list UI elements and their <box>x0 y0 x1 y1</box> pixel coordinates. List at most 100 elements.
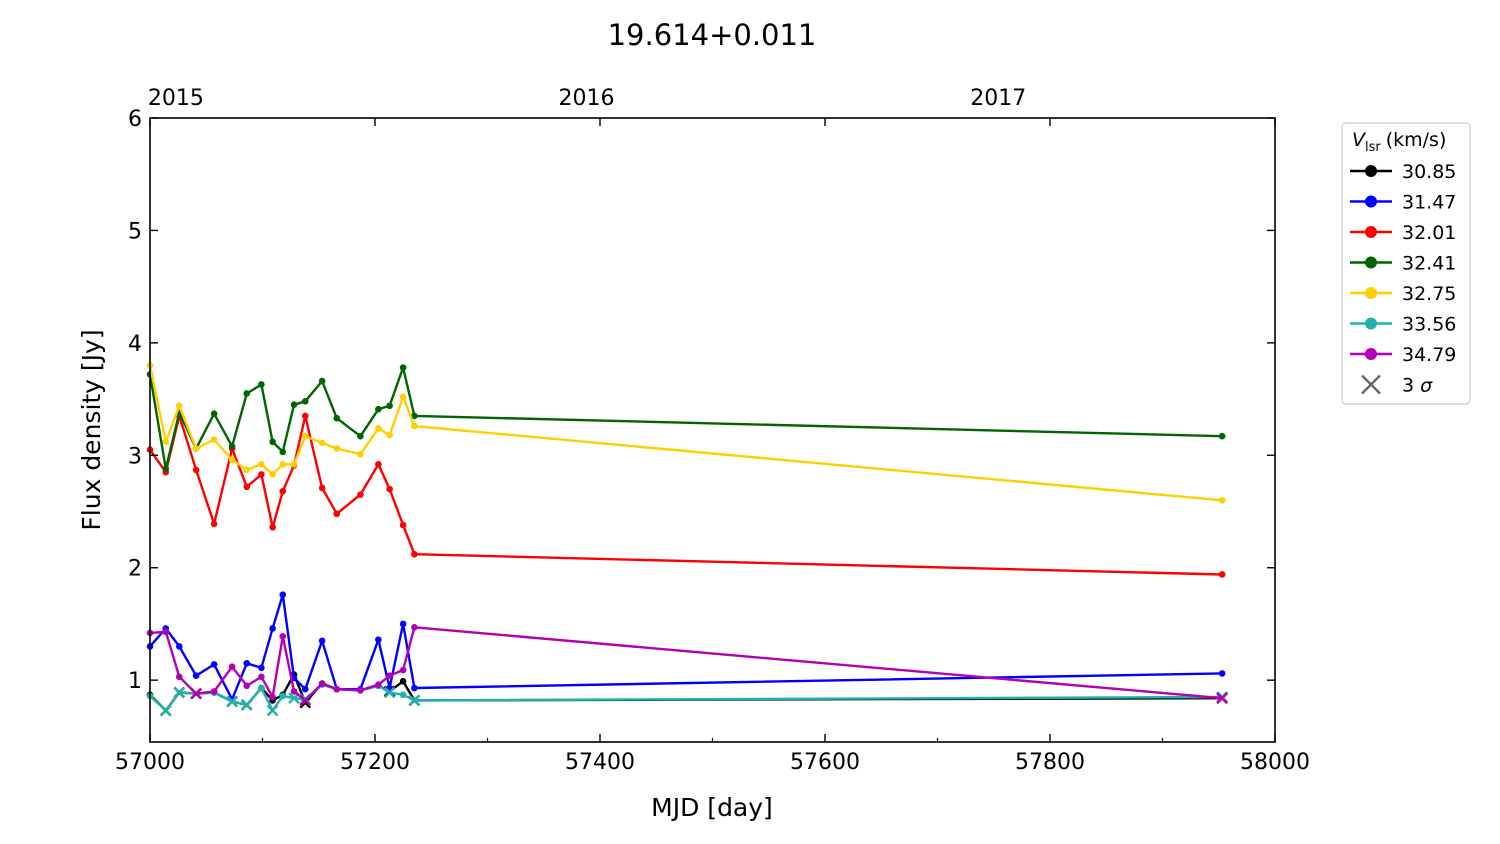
year-label-2017: 2017 <box>970 86 1026 111</box>
legend-entry-32.75: 32.75 <box>1350 283 1456 305</box>
point-32.41-1 <box>162 465 170 473</box>
point-34.79-7 <box>258 673 265 681</box>
series-line-30.85 <box>149 673 1223 712</box>
point-34.79-1 <box>162 628 170 636</box>
legend-entry-34.79: 34.79 <box>1350 344 1456 366</box>
legend-label-32.41: 32.41 <box>1402 253 1456 275</box>
point-32.41-5 <box>228 443 236 450</box>
point-33.56-2 <box>173 686 186 699</box>
point-33.56-1 <box>159 704 172 717</box>
point-32.01-13 <box>333 510 341 518</box>
series-34.79 <box>146 624 1228 707</box>
point-32.01-14 <box>357 491 364 498</box>
point-31.47-15 <box>375 636 382 643</box>
point-31.47-9 <box>279 591 287 599</box>
point-33.56-6 <box>240 699 253 711</box>
series-32.41 <box>146 364 1226 473</box>
top-year-axis: 2015 2016 2017 <box>148 86 1026 111</box>
point-33.56-8 <box>266 704 279 717</box>
series-line-31.47 <box>149 593 1223 701</box>
point-32.41-4 <box>210 410 218 417</box>
legend-marker-sigma <box>1361 374 1381 395</box>
point-32.75-14 <box>357 450 364 458</box>
legend-frame <box>1341 122 1471 405</box>
series-line-32.01 <box>149 414 1223 576</box>
point-32.75-6 <box>243 466 251 474</box>
point-32.75-10 <box>290 460 298 468</box>
point-31.47-17 <box>399 620 407 628</box>
series-32.75 <box>146 362 1226 504</box>
legend-entry-32.01: 32.01 <box>1350 222 1456 244</box>
point-32.01-9 <box>279 487 287 495</box>
point-34.79-17 <box>399 666 407 674</box>
point-34.79-10 <box>290 688 298 695</box>
point-32.41-17 <box>399 364 407 371</box>
point-32.75-17 <box>399 393 407 401</box>
legend-title-unit: (km/s) <box>1386 129 1447 151</box>
point-33.56-9 <box>279 692 287 700</box>
point-34.79-8 <box>269 693 276 701</box>
point-32.41-8 <box>269 438 276 446</box>
point-32.75-3 <box>192 445 200 452</box>
point-30.85-17 <box>399 677 407 685</box>
point-32.41-7 <box>258 381 265 388</box>
point-32.41-18 <box>411 412 418 420</box>
point-32.01-8 <box>269 523 276 531</box>
x-axis-label: MJD [day] <box>651 793 773 822</box>
point-32.01-4 <box>210 520 218 528</box>
y-tick-label-2: 2 <box>128 557 142 582</box>
point-32.75-19 <box>1218 496 1226 504</box>
legend-label-34.79: 34.79 <box>1402 344 1456 366</box>
point-31.47-12 <box>318 637 326 645</box>
point-34.79-12 <box>318 680 326 687</box>
point-32.41-14 <box>357 432 364 440</box>
point-34.79-14 <box>357 686 364 694</box>
point-32.75-8 <box>269 471 276 478</box>
point-32.41-15 <box>375 405 382 413</box>
legend-marker-34.79 <box>1365 348 1377 360</box>
y-tick-label-4: 4 <box>128 332 142 357</box>
point-32.75-15 <box>375 425 382 432</box>
x-axis: 57000 57200 57400 57600 57800 58000 <box>115 118 1310 775</box>
point-32.75-7 <box>258 460 265 468</box>
legend-marker-31.47 <box>1365 195 1377 208</box>
legend-entry-sigma: 3 σ <box>1361 374 1433 397</box>
point-32.41-12 <box>318 377 326 385</box>
point-31.47-2 <box>175 643 183 650</box>
point-34.79-2 <box>175 673 183 681</box>
x-tick-label-57600: 57600 <box>790 750 860 775</box>
point-32.01-19 <box>1218 571 1226 578</box>
point-32.75-2 <box>175 402 183 410</box>
series-line-34.79 <box>149 626 1223 702</box>
point-34.79-9 <box>279 633 287 640</box>
point-34.79-5 <box>228 663 236 670</box>
point-32.41-16 <box>386 402 393 410</box>
point-32.01-3 <box>192 466 200 474</box>
point-32.01-11 <box>301 412 309 420</box>
y-axis: 1 2 3 4 5 6 <box>128 107 1275 694</box>
point-32.41-13 <box>333 414 341 422</box>
x-tick-label-57800: 57800 <box>1015 750 1085 775</box>
legend-label-sigma: 3 σ <box>1402 375 1433 397</box>
point-32.75-12 <box>318 439 326 447</box>
y-tick-label-1: 1 <box>128 669 142 694</box>
chart-title: 19.614+0.011 <box>608 18 817 52</box>
legend-marker-32.75 <box>1365 287 1377 299</box>
point-34.79-4 <box>210 688 218 695</box>
point-32.75-13 <box>333 445 341 452</box>
legend-label-32.01: 32.01 <box>1402 222 1456 244</box>
y-tick-label-5: 5 <box>128 219 142 244</box>
x-tick-label-57400: 57400 <box>565 750 635 775</box>
x-tick-label-58000: 58000 <box>1240 750 1310 775</box>
point-33.56-7 <box>258 684 265 692</box>
legend-entry-33.56: 33.56 <box>1350 314 1456 336</box>
x-tick-label-57200: 57200 <box>340 750 410 775</box>
point-34.79-3 <box>190 687 202 700</box>
point-32.41-9 <box>279 448 287 456</box>
point-31.47-19 <box>1218 670 1226 677</box>
point-34.79-15 <box>375 681 382 688</box>
legend-label-33.56: 33.56 <box>1402 314 1456 336</box>
legend-sigma-number: 3 <box>1402 375 1420 397</box>
legend-title-subscript: lsr <box>1365 140 1381 155</box>
